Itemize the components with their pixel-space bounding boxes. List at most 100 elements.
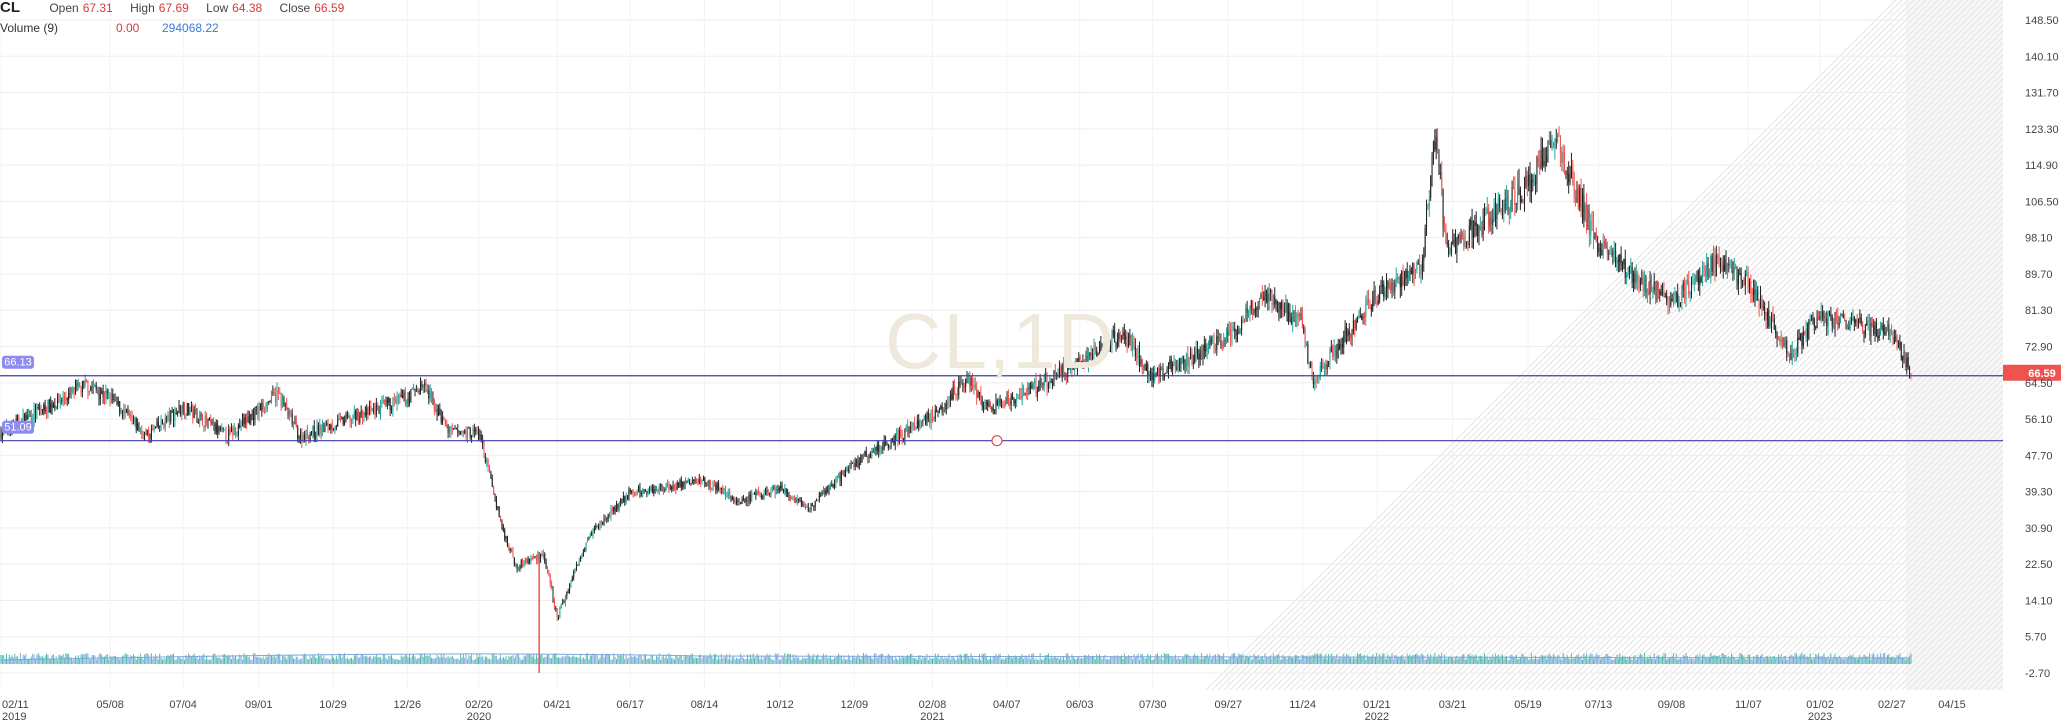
volume-bar [981,653,983,664]
candle-body [1023,387,1025,395]
candle-body [367,407,369,415]
x-year-label: 2020 [467,711,491,723]
volume-bar [1123,653,1125,664]
volume-bar [1733,657,1735,664]
candle-body [1115,342,1117,347]
volume-bar [1245,655,1247,664]
candle-body [1408,277,1410,279]
volume-bar [80,654,82,664]
candle-body [1762,306,1764,308]
candle-body [246,417,248,423]
candle-body [1826,318,1828,327]
volume-bar [1053,657,1055,664]
candle-body [980,392,982,399]
volume-bar [1760,655,1761,664]
volume-bar [592,653,594,664]
candle-body [667,483,669,486]
volume-bar [126,654,128,664]
candle-body [1710,256,1712,278]
volume-bar [1437,657,1439,664]
volume-bar [490,659,492,664]
volume-bar [725,657,726,664]
candle-body [751,493,753,501]
candle-body [164,418,166,428]
volume-bar [796,657,798,664]
volume-bar [582,657,584,664]
candle-body [242,418,243,427]
candle-body [150,428,152,439]
candle-body [1772,313,1774,319]
volume-bar [299,658,301,664]
volume-bar [123,655,125,664]
hatch-line [1643,270,2063,691]
candle-body [625,495,627,503]
volume-bar [377,657,379,664]
volume-bar [654,659,656,664]
candle-body [522,559,524,567]
volume-bar [475,658,477,664]
volume-bar [678,657,680,664]
hatch-line [1415,42,2063,691]
candle-body [758,491,760,493]
candle-body [132,418,134,422]
candle-body [653,489,655,493]
candle-body [1136,356,1138,358]
volume-bar [736,657,738,664]
volume-bar [1750,658,1752,664]
candle-body [119,401,121,414]
hatch-line [1511,138,2063,691]
candle-body [236,434,238,436]
volume-bar [116,657,118,664]
candle-body [1024,392,1026,395]
volume-bar [421,653,423,664]
volume-label: Volume (9) [0,21,59,35]
volume-bar [667,658,669,664]
candle-body [55,406,57,408]
candle-body [69,388,71,393]
volume-bar [805,658,807,664]
volume-bar [137,655,139,664]
candle-body [1748,281,1750,287]
volume-bar [1114,655,1116,664]
candle-body [268,401,270,403]
candle-body [1070,366,1071,368]
candle-body [1052,382,1054,386]
hatch-line [1265,0,1957,691]
volume-bar [1213,655,1215,664]
volume-bar [1662,656,1664,664]
candle-body [857,460,859,466]
hatch-line [1649,276,2063,691]
volume-bar [1717,656,1719,664]
volume-bar [1521,653,1523,664]
candle-body [553,599,555,609]
volume-bar [1691,658,1692,664]
candle-body [1238,331,1240,333]
candle-body [660,484,662,487]
candle-body [1813,318,1815,327]
candle-body [604,517,606,521]
candle-body [588,537,590,539]
candle-body [1060,366,1062,375]
candle-body [810,503,812,511]
candle-body [1728,264,1730,266]
candle-body [865,451,867,457]
candle-body [1540,150,1542,169]
volume-bar [984,653,986,664]
candle-body [491,478,493,487]
candle-body [774,487,776,495]
volume-bar [556,657,558,664]
candle-body [1717,255,1719,258]
volume-bar [157,659,159,664]
candle-body [1517,181,1519,205]
candle-body [552,589,554,600]
hatch-line [1331,0,2023,691]
y-axis[interactable]: 148.50140.10131.70123.30114.90106.5098.1… [2025,15,2059,680]
candle-body [1550,140,1552,148]
candle-body [346,414,348,418]
volume-bar [753,658,755,664]
candle-body [781,485,783,490]
candle-body [1755,289,1757,301]
